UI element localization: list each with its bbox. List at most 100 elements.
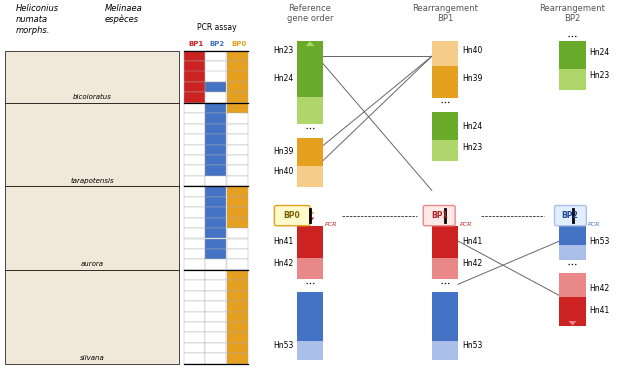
Bar: [227, 322, 248, 332]
Bar: [432, 226, 458, 279]
FancyBboxPatch shape: [423, 206, 455, 226]
Polygon shape: [441, 356, 449, 360]
Bar: [184, 155, 205, 165]
Bar: [205, 51, 226, 61]
Polygon shape: [441, 209, 449, 214]
Polygon shape: [306, 217, 314, 222]
Bar: [205, 249, 226, 259]
Text: PCR: PCR: [325, 222, 338, 227]
Bar: [184, 291, 205, 301]
Bar: [205, 217, 226, 228]
Polygon shape: [306, 356, 314, 360]
Bar: [184, 165, 205, 176]
Bar: [184, 238, 205, 249]
Text: Hn42: Hn42: [589, 284, 609, 292]
Bar: [205, 144, 226, 155]
Polygon shape: [568, 209, 577, 214]
Bar: [205, 113, 226, 124]
Bar: [559, 273, 586, 326]
Text: aurora: aurora: [81, 261, 103, 267]
Bar: [205, 186, 226, 197]
Polygon shape: [306, 182, 314, 187]
Text: Rearrangement
BP2: Rearrangement BP2: [539, 4, 606, 23]
Bar: [205, 82, 226, 92]
Bar: [227, 155, 248, 165]
Bar: [184, 124, 205, 134]
Bar: [184, 343, 205, 353]
Bar: [297, 258, 323, 279]
Bar: [227, 343, 248, 353]
Bar: [297, 292, 323, 360]
Bar: [432, 292, 458, 360]
Bar: [205, 61, 226, 72]
Bar: [184, 197, 205, 207]
Text: Hn53: Hn53: [589, 237, 610, 246]
Bar: [205, 124, 226, 134]
Text: Hn23: Hn23: [589, 70, 609, 80]
Bar: [184, 113, 205, 124]
Bar: [227, 124, 248, 134]
Bar: [184, 134, 205, 145]
Polygon shape: [441, 41, 449, 46]
Bar: [227, 207, 248, 218]
Bar: [205, 343, 226, 353]
Text: Hn42: Hn42: [273, 259, 293, 268]
Bar: [184, 207, 205, 218]
Bar: [227, 113, 248, 124]
Bar: [297, 341, 323, 360]
Bar: [297, 166, 323, 187]
Bar: [184, 270, 205, 280]
Bar: [184, 72, 205, 82]
Text: Hn39: Hn39: [462, 74, 482, 83]
Text: Hn41: Hn41: [589, 306, 609, 315]
Bar: [297, 138, 323, 187]
Bar: [432, 140, 458, 160]
Bar: [227, 353, 248, 364]
Text: PCR assay: PCR assay: [197, 22, 236, 32]
Text: Hn24: Hn24: [589, 48, 609, 57]
Text: Hn39: Hn39: [272, 147, 293, 156]
Text: BP0: BP0: [283, 211, 299, 220]
Bar: [205, 270, 226, 280]
Bar: [205, 280, 226, 291]
Bar: [559, 226, 586, 260]
Bar: [205, 332, 226, 343]
Bar: [227, 249, 248, 259]
Bar: [184, 61, 205, 72]
Bar: [184, 280, 205, 291]
FancyBboxPatch shape: [554, 206, 586, 226]
Bar: [227, 238, 248, 249]
Bar: [227, 312, 248, 322]
Bar: [227, 217, 248, 228]
Bar: [5, 103, 179, 186]
Bar: [205, 155, 226, 165]
Bar: [184, 144, 205, 155]
Bar: [227, 165, 248, 176]
Bar: [432, 41, 458, 98]
Bar: [227, 270, 248, 280]
Bar: [184, 249, 205, 259]
Bar: [432, 41, 458, 66]
Bar: [205, 353, 226, 364]
Text: Hn24: Hn24: [462, 122, 482, 131]
Text: BP0: BP0: [231, 41, 246, 47]
Bar: [184, 332, 205, 343]
Bar: [227, 280, 248, 291]
Text: Hn53: Hn53: [462, 340, 482, 350]
Text: bicoloratus: bicoloratus: [72, 94, 111, 100]
Text: Hn41: Hn41: [273, 237, 293, 246]
Bar: [205, 134, 226, 145]
Bar: [205, 207, 226, 218]
Text: Reference
gene order: Reference gene order: [287, 4, 333, 23]
Bar: [205, 238, 226, 249]
Bar: [184, 228, 205, 238]
Bar: [227, 134, 248, 145]
Bar: [184, 353, 205, 364]
Polygon shape: [569, 321, 576, 326]
Bar: [184, 260, 205, 270]
Text: BP1: BP1: [431, 211, 447, 220]
Bar: [5, 186, 179, 270]
Bar: [184, 51, 205, 61]
Bar: [559, 273, 586, 297]
Bar: [184, 301, 205, 312]
